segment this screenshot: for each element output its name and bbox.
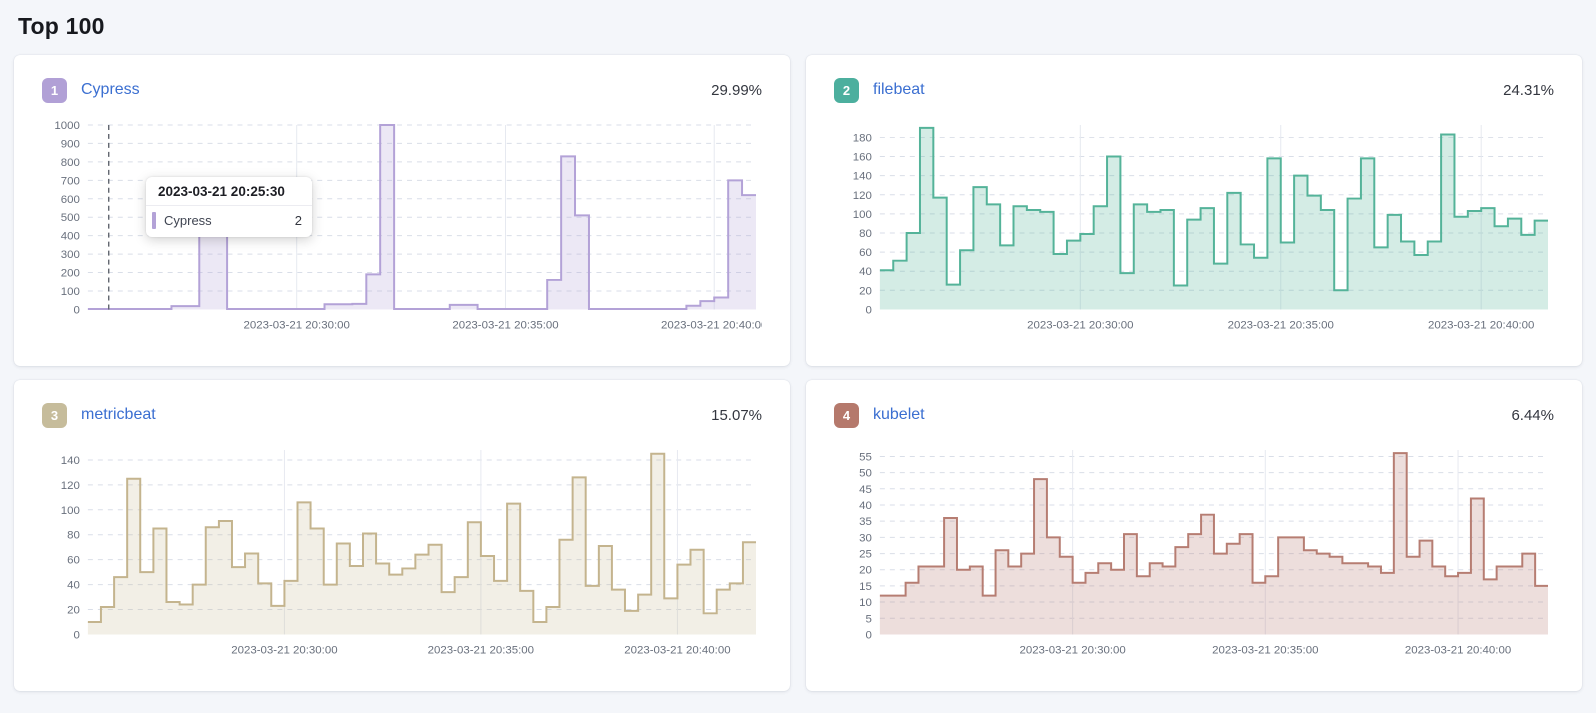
tooltip-series-marker (152, 212, 156, 229)
chart-tooltip: 2023-03-21 20:25:30 Cypress 2 (146, 177, 312, 237)
svg-text:2023-03-21 20:30:00: 2023-03-21 20:30:00 (1019, 644, 1125, 656)
page-title: Top 100 (18, 13, 105, 39)
chart-area-metricbeat[interactable]: 140 120 100 80 60 40 20 0 2023-03-21 20:30:00 202… (42, 440, 762, 673)
percent-value: 6.44% (1511, 406, 1554, 424)
svg-text:100: 100 (61, 286, 80, 298)
step-area-chart[interactable]: 100090080070060050040030020010002023-03-… (42, 115, 762, 348)
tooltip-series-label: Cypress (164, 213, 212, 228)
chart-area-cypress[interactable]: 1000 900 800 700 600 500 400 300 200 100 0 2023-03-… (42, 115, 762, 348)
chart-panel-cypress: 1 Cypress 29.99% 1000 900 800 700 600 500 400 3… (14, 55, 790, 366)
svg-text:20: 20 (67, 605, 80, 617)
svg-text:120: 120 (61, 480, 80, 492)
rank-badge: 4 (834, 402, 859, 428)
percent-value: 29.99% (711, 81, 762, 99)
svg-text:300: 300 (61, 249, 80, 261)
svg-text:0: 0 (866, 629, 872, 641)
svg-text:0: 0 (74, 629, 80, 641)
svg-text:15: 15 (859, 581, 872, 593)
svg-text:2023-03-21 20:40:00: 2023-03-21 20:40:00 (1405, 644, 1511, 656)
svg-text:140: 140 (853, 171, 872, 183)
percent-value: 15.07% (711, 406, 762, 424)
series-link-cypress[interactable]: Cypress (81, 81, 140, 98)
svg-text:2023-03-21 20:30:00: 2023-03-21 20:30:00 (1027, 319, 1133, 331)
rank-badge: 3 (42, 402, 67, 428)
tooltip-series-row: Cypress 2 (146, 206, 312, 237)
svg-text:25: 25 (859, 549, 872, 561)
series-link-filebeat[interactable]: filebeat (873, 81, 925, 98)
step-area-chart[interactable]: 140 120 100 80 60 40 20 0 2023-03-21 20:30:00 202… (42, 440, 762, 673)
chart-panel-kubelet: 4 kubelet 6.44% 55 50 45 40 35 30 25 20 15 10 5 0 20… (806, 380, 1582, 691)
svg-text:60: 60 (67, 555, 80, 567)
svg-text:1000: 1000 (54, 120, 79, 132)
percent-value: 24.31% (1503, 81, 1554, 99)
svg-text:10: 10 (859, 597, 872, 609)
svg-text:2023-03-21 20:35:00: 2023-03-21 20:35:00 (1228, 319, 1334, 331)
dashboard-grid: 1 Cypress 29.99% 1000 900 800 700 600 500 400 3… (0, 55, 1596, 691)
svg-text:40: 40 (859, 500, 872, 512)
svg-text:500: 500 (61, 212, 80, 224)
svg-text:0: 0 (74, 304, 80, 316)
panel-header: 4 kubelet 6.44% (834, 402, 1554, 428)
svg-text:80: 80 (859, 228, 872, 240)
tooltip-series-value: 2 (294, 213, 302, 228)
series-link-kubelet[interactable]: kubelet (873, 406, 925, 423)
svg-text:0: 0 (866, 304, 872, 316)
svg-text:2023-03-21 20:30:00: 2023-03-21 20:30:00 (231, 644, 337, 656)
svg-text:2023-03-21 20:35:00: 2023-03-21 20:35:00 (1212, 644, 1318, 656)
svg-text:400: 400 (61, 231, 80, 243)
panel-header: 2 filebeat 24.31% (834, 77, 1554, 103)
svg-text:2023-03-21 20:40:00: 2023-03-21 20:40:00 (1428, 319, 1534, 331)
svg-text:2023-03-21 20:40:00: 2023-03-21 20:40:00 (624, 644, 730, 656)
svg-text:30: 30 (859, 532, 872, 544)
svg-text:40: 40 (67, 580, 80, 592)
svg-text:900: 900 (61, 138, 80, 150)
svg-text:20: 20 (859, 285, 872, 297)
chart-panel-filebeat: 2 filebeat 24.31% 180 160 140 120 100 80 60 40 2… (806, 55, 1582, 366)
svg-text:160: 160 (853, 151, 872, 163)
svg-text:100: 100 (853, 209, 872, 221)
svg-text:180: 180 (853, 132, 872, 144)
tooltip-timestamp: 2023-03-21 20:25:30 (146, 177, 312, 206)
svg-text:2023-03-21 20:35:00: 2023-03-21 20:35:00 (428, 644, 534, 656)
svg-text:100: 100 (61, 505, 80, 517)
svg-text:700: 700 (61, 175, 80, 187)
panel-header: 3 metricbeat 15.07% (42, 402, 762, 428)
svg-text:140: 140 (61, 455, 80, 467)
series-link-metricbeat[interactable]: metricbeat (81, 406, 156, 423)
svg-text:35: 35 (859, 516, 872, 528)
chart-panel-metricbeat: 3 metricbeat 15.07% 140 120 100 80 60 40 20 0 20… (14, 380, 790, 691)
rank-badge: 1 (42, 77, 67, 103)
chart-area-filebeat[interactable]: 180 160 140 120 100 80 60 40 20 0 2023-03-21 20:30… (834, 115, 1554, 348)
svg-text:800: 800 (61, 157, 80, 169)
svg-text:2023-03-21 20:30:00: 2023-03-21 20:30:00 (244, 319, 350, 331)
svg-text:40: 40 (859, 266, 872, 278)
svg-text:120: 120 (853, 190, 872, 202)
svg-text:45: 45 (859, 484, 872, 496)
svg-text:50: 50 (859, 468, 872, 480)
svg-text:2023-03-21 20:35:00: 2023-03-21 20:35:00 (452, 319, 558, 331)
svg-text:5: 5 (866, 613, 872, 625)
svg-text:55: 55 (859, 451, 872, 463)
svg-text:200: 200 (61, 268, 80, 280)
svg-text:60: 60 (859, 247, 872, 259)
panel-header: 1 Cypress 29.99% (42, 77, 762, 103)
svg-text:20: 20 (859, 565, 872, 577)
step-area-chart[interactable]: 180 160 140 120 100 80 60 40 20 0 2023-03-21 20:30… (834, 115, 1554, 348)
svg-text:2023-03-21 20:40:00: 2023-03-21 20:40:00 (661, 319, 762, 331)
svg-text:600: 600 (61, 194, 80, 206)
svg-text:80: 80 (67, 530, 80, 542)
rank-badge: 2 (834, 77, 859, 103)
chart-area-kubelet[interactable]: 55 50 45 40 35 30 25 20 15 10 5 0 2023-03-21 20:30:0… (834, 440, 1554, 673)
